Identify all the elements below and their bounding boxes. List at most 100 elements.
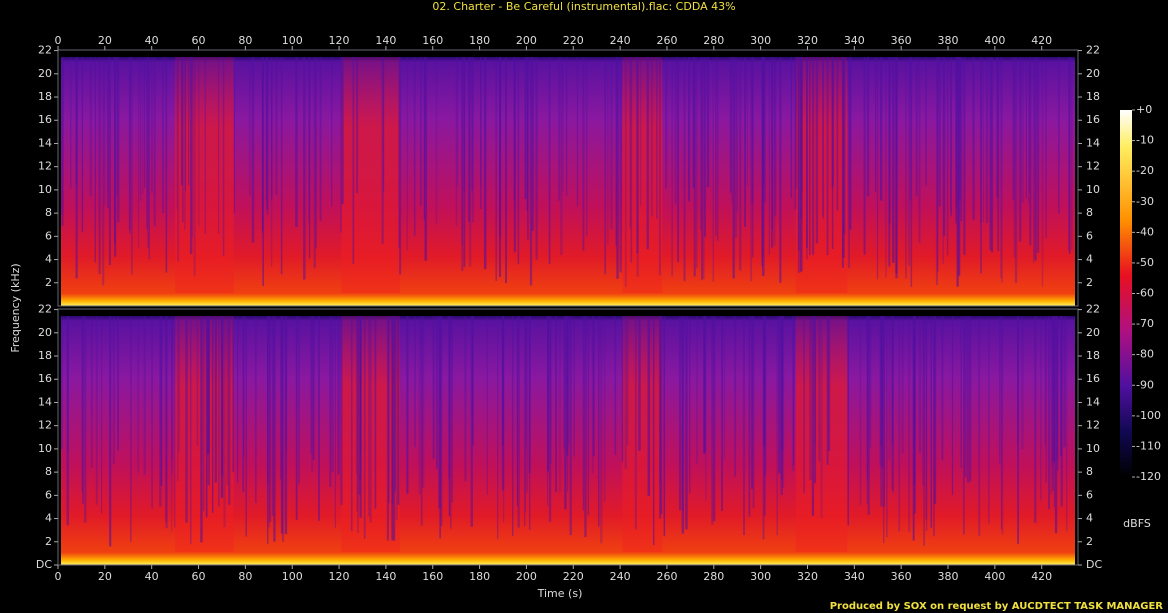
spectrogram-stripe	[560, 57, 563, 256]
spectrogram-stripe	[933, 316, 935, 537]
spectrogram-stripe	[398, 57, 401, 248]
spectrogram-stripe	[573, 316, 575, 457]
spectrogram-stripe	[1050, 316, 1053, 495]
spectrogram-stripe	[563, 316, 565, 449]
spectrogram-stripe	[206, 316, 210, 455]
x-tick-label: 40	[145, 570, 159, 583]
spectrogram-stripe	[955, 57, 957, 224]
spectrogram-stripe	[1034, 316, 1037, 524]
spectrogram-stripe	[1029, 57, 1031, 193]
spectrogram-stripe	[630, 57, 633, 263]
spectrogram-stripe	[1057, 57, 1060, 214]
spectrogram-stripe	[776, 316, 778, 536]
spectrogram-stripe	[849, 57, 852, 230]
x-tick-label: 80	[238, 570, 252, 583]
spectrogram-stripe	[960, 57, 963, 221]
spectrogram-stripe	[1048, 316, 1050, 510]
spectrogram-stripe	[535, 57, 538, 260]
spectrogram-stripe	[712, 316, 716, 522]
y-tick-label-right: 6	[1086, 488, 1093, 501]
spectrogram-stripe	[615, 57, 618, 246]
spectrogram-stripe	[184, 57, 187, 191]
spectrogram-stripe	[869, 316, 872, 448]
spectrogram-stripe	[116, 57, 118, 195]
spectrogram-stripe	[498, 57, 501, 277]
y-tick-label-right: 4	[1086, 253, 1093, 266]
spectrogram-stripe	[744, 57, 747, 228]
spectrogram-stripe	[636, 57, 639, 254]
spectrogram-stripe	[308, 57, 310, 223]
spectrogram-stripe	[671, 57, 673, 277]
spectrogram-stripe	[1000, 316, 1003, 530]
spectrogram-stripe	[284, 316, 288, 535]
spectrogram-stripe	[793, 316, 795, 466]
spectrogram-stripe	[795, 57, 798, 189]
spectrogram-stripe	[220, 316, 223, 497]
spectrogram-stripe	[395, 316, 398, 521]
y-tick-label-right: 2	[1086, 276, 1093, 289]
y-tick-label: 20	[38, 326, 52, 339]
spectrogram-stripe	[901, 316, 904, 454]
spectrogram-stripe	[386, 316, 389, 541]
spectrogram-stripe	[619, 57, 622, 273]
y-tick-label-right: 22	[1086, 303, 1100, 316]
spectrogram-stripe	[963, 57, 966, 255]
spectrogram-stripe	[763, 57, 766, 203]
spectrogram-stripe	[925, 316, 927, 520]
x-tick-label: 200	[516, 570, 537, 583]
spectrogram-stripe	[930, 316, 933, 528]
loud-section	[175, 316, 234, 552]
spectrogram-stripe	[269, 316, 272, 523]
spectrogram-stripe	[165, 57, 168, 273]
y-tick-label-right: 8	[1086, 465, 1093, 478]
spectrogram-stripe	[357, 316, 359, 534]
spectrogram-stripe	[432, 316, 435, 459]
spectrogram-stripe	[963, 316, 965, 535]
spectrogram-stripe	[820, 316, 823, 519]
spectrogram-stripe	[610, 57, 613, 230]
spectrogram-stripe	[81, 57, 84, 233]
spectrogram-stripe	[798, 57, 801, 273]
spectrogram-stripe	[659, 57, 661, 276]
spectrogram-stripe	[1045, 316, 1048, 484]
spectrogram-stripe	[1034, 57, 1037, 261]
loud-section	[341, 316, 400, 552]
spectrogram-stripe	[381, 57, 384, 244]
spectrogram-stripe	[495, 57, 497, 281]
spectrogram-stripe	[271, 316, 274, 516]
spectrogram-stripe	[822, 57, 824, 219]
colorbar-tick-label: +0	[1136, 103, 1152, 116]
spectrogram-stripe	[483, 57, 487, 270]
spectrogram-stripe	[251, 57, 255, 243]
spectrogram-stripe	[1001, 57, 1003, 283]
x-tick-label-top: 360	[891, 34, 912, 47]
spectrogram-stripe	[233, 57, 236, 213]
spectrogram-stripe	[943, 57, 946, 237]
colorbar-tick-label: -60	[1136, 287, 1154, 300]
spectrogram-stripe	[677, 57, 680, 263]
spectrogram-stripe	[564, 316, 567, 510]
spectrogram-stripe	[196, 316, 199, 446]
spectrogram-stripe	[282, 316, 284, 542]
spectrogram-stripe	[75, 57, 78, 186]
spectrogram-stripe	[160, 316, 163, 486]
spectrogram-stripe	[674, 57, 677, 205]
spectrogram-stripe	[1033, 57, 1035, 264]
spectrogram-stripe	[360, 316, 362, 453]
spectrogram-stripe	[528, 316, 531, 474]
spectrogram-stripe	[108, 57, 111, 265]
spectrogram-stripe	[1066, 316, 1068, 532]
y-tick-label: 6	[45, 229, 52, 242]
spectrogram-stripe	[129, 316, 132, 542]
spectrogram-stripe	[663, 316, 666, 537]
spectrogram-stripe	[451, 316, 453, 503]
spectrogram-stripe	[266, 57, 269, 215]
spectrogram-stripe	[941, 316, 944, 461]
x-axis-label: Time (s)	[537, 587, 583, 600]
x-tick-label-top: 160	[422, 34, 443, 47]
spectrogram-stripe	[876, 57, 879, 280]
plot-frame	[57, 49, 1079, 307]
spectrogram-stripe	[988, 316, 990, 524]
spectrogram-stripe	[879, 316, 881, 467]
y-tick-label-right: DC	[1086, 558, 1102, 571]
